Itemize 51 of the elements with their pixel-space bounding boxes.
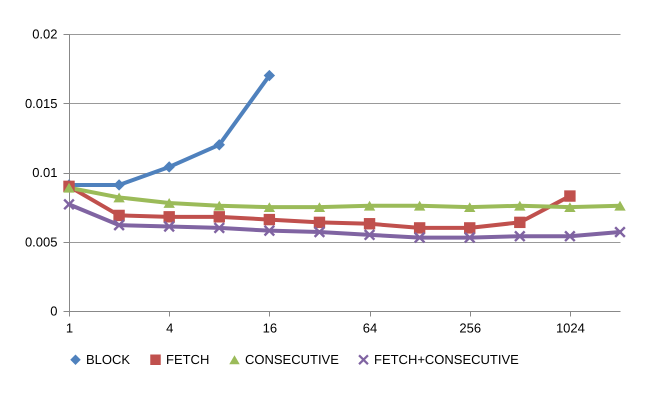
point: [214, 222, 225, 234]
point: [364, 200, 376, 211]
point: [314, 202, 326, 212]
point: [514, 230, 526, 242]
point: [414, 222, 426, 234]
point: [414, 200, 426, 211]
point: [214, 200, 225, 211]
y-tick-label: 0.015: [24, 96, 58, 111]
legend-label: FETCH+CONSECUTIVE: [374, 352, 520, 367]
y-tick-label: 0.01: [32, 165, 58, 180]
y-tick-label: 0: [50, 304, 58, 318]
x-tick-label: 4: [166, 320, 174, 336]
y-tick-label: 0.005: [24, 234, 58, 250]
legend-label: CONSECUTIVE: [245, 352, 340, 367]
point: [163, 198, 175, 208]
point: [514, 216, 526, 228]
point: [564, 190, 576, 202]
point: [163, 161, 175, 173]
point: [464, 222, 476, 234]
point: [614, 226, 626, 238]
point: [163, 211, 175, 223]
point: [264, 224, 276, 236]
point: [464, 202, 476, 212]
legend-label: FETCH: [166, 352, 210, 367]
point: [314, 216, 326, 228]
x-tick-label: 256: [459, 320, 482, 336]
point: [564, 230, 576, 242]
point: [514, 200, 526, 211]
point: [314, 226, 326, 238]
point: [163, 220, 175, 232]
point: [214, 211, 225, 223]
point: [113, 219, 125, 231]
point: [113, 210, 125, 222]
point: [113, 192, 125, 202]
x-tick-label: 64: [362, 320, 378, 336]
point: [264, 70, 276, 82]
x-tick-label: 16: [262, 320, 278, 336]
point: [364, 229, 376, 241]
point: [414, 232, 426, 244]
point: [614, 200, 626, 211]
point: [264, 214, 276, 226]
y-tick-label: 0.02: [32, 26, 58, 42]
point: [63, 198, 75, 210]
x-tick-label: 1024: [556, 320, 585, 336]
legend-label: BLOCK: [86, 352, 130, 367]
point: [214, 139, 225, 150]
point: [564, 202, 576, 212]
point: [464, 232, 476, 244]
point: [364, 218, 376, 230]
point: [264, 202, 276, 212]
x-tick-label: 1: [66, 320, 74, 336]
